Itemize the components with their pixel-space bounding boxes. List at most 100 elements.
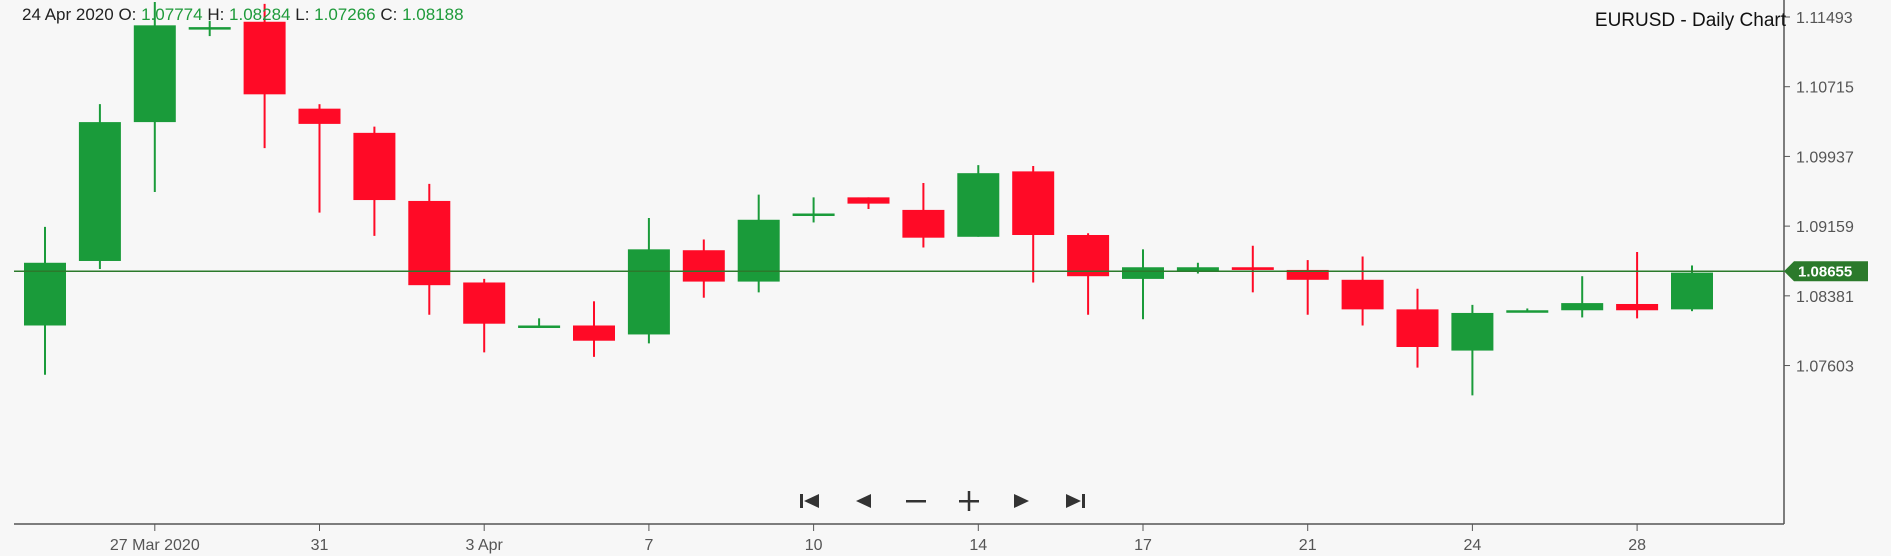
ohlc-readout: 24 Apr 2020 O: 1.07774 H: 1.08284 L: 1.0…	[22, 5, 464, 25]
candle-body	[1122, 267, 1164, 279]
y-tick-label: 1.09937	[1796, 149, 1854, 166]
x-tick-label: 27 Mar 2020	[110, 537, 200, 554]
x-tick-label: 3 Apr	[466, 537, 504, 554]
low-value: 1.07266	[314, 5, 376, 24]
candle	[902, 183, 945, 248]
last-icon	[1066, 494, 1085, 508]
zoom-in-button[interactable]	[954, 486, 984, 516]
candle	[737, 194, 780, 293]
candle-body	[1231, 267, 1274, 270]
candle	[1341, 256, 1384, 326]
candle-body	[24, 262, 66, 326]
candle	[1396, 288, 1439, 368]
close-value: 1.08188	[402, 5, 464, 24]
open-label: O:	[118, 5, 137, 24]
first-icon	[800, 494, 819, 508]
candle	[353, 126, 396, 236]
candle	[1067, 233, 1110, 315]
candle	[682, 239, 725, 298]
candle	[1286, 260, 1329, 315]
x-tick-label: 17	[1134, 537, 1152, 554]
candle-body	[1286, 269, 1329, 280]
x-tick-label: 10	[805, 537, 823, 554]
current-price-label: 1.08655	[1798, 263, 1852, 280]
candle-body	[847, 197, 890, 204]
candle	[408, 183, 451, 315]
candle-body	[1561, 303, 1604, 311]
axes	[14, 0, 1785, 525]
candle-body	[1616, 303, 1659, 311]
chart-navigation	[795, 486, 1090, 516]
prev-button[interactable]	[848, 486, 878, 516]
candle	[463, 278, 506, 353]
open-value: 1.07774	[141, 5, 203, 24]
last-button[interactable]	[1060, 486, 1090, 516]
candle-body	[682, 250, 725, 282]
candle	[573, 301, 615, 357]
candle-body	[1396, 309, 1439, 347]
y-tick-label: 1.11493	[1796, 10, 1853, 27]
candle-body	[408, 200, 451, 286]
chart-title: EURUSD - Daily Chart	[1594, 10, 1786, 31]
candle-body	[1012, 171, 1055, 235]
candle-body	[1176, 267, 1219, 271]
candle	[1616, 252, 1659, 319]
x-tick-label: 24	[1464, 537, 1482, 554]
candle-body	[353, 132, 396, 201]
x-axis-ticks: 27 Mar 2020 31 3 Apr 7 10 14 17 21 24 28	[110, 524, 1646, 554]
candle-body	[133, 25, 176, 123]
candle-body	[463, 282, 506, 324]
candle	[1671, 265, 1713, 312]
candle-body	[298, 108, 341, 124]
zoom-in-icon	[959, 491, 979, 511]
candle	[1122, 249, 1164, 320]
candle	[133, 2, 176, 192]
candle	[847, 197, 890, 210]
candle	[298, 104, 341, 213]
next-icon	[1014, 494, 1029, 508]
candle-body	[902, 209, 945, 238]
x-tick-label: 21	[1299, 537, 1317, 554]
candle	[243, 3, 286, 149]
low-label: L:	[295, 5, 310, 24]
candle-body	[518, 325, 561, 328]
candle-body	[957, 173, 1000, 237]
candle	[957, 165, 1000, 237]
candle-body	[627, 249, 670, 335]
candle	[792, 197, 835, 223]
x-tick-label: 7	[644, 537, 653, 554]
high-value: 1.08284	[229, 5, 291, 24]
candle	[24, 226, 66, 375]
candle-body	[792, 213, 835, 216]
prev-icon	[856, 494, 871, 508]
candle-body	[573, 325, 615, 341]
y-tick-label: 1.08381	[1796, 289, 1854, 306]
next-button[interactable]	[1007, 486, 1037, 516]
first-button[interactable]	[795, 486, 825, 516]
y-axis-ticks: 1.11493 1.10715 1.09937 1.09159 1.08381 1.076…	[1784, 10, 1854, 376]
close-label: C:	[380, 5, 398, 24]
candle-body	[78, 122, 121, 261]
y-tick-label: 1.09159	[1796, 219, 1854, 236]
high-label: H:	[207, 5, 225, 24]
candle-body	[1506, 310, 1549, 313]
candle-body	[1671, 272, 1713, 310]
y-tick-label: 1.07603	[1796, 359, 1854, 376]
candle	[1451, 304, 1494, 396]
candle	[1231, 245, 1274, 293]
candle	[1561, 276, 1604, 318]
y-tick-label: 1.10715	[1796, 80, 1854, 97]
candle	[188, 20, 231, 37]
candle-body	[243, 21, 286, 95]
candles	[24, 2, 1713, 396]
candle	[1506, 308, 1549, 313]
zoom-out-button[interactable]	[901, 486, 931, 516]
zoom-out-icon	[906, 500, 926, 503]
candle-body	[188, 27, 231, 30]
x-tick-label: 14	[969, 537, 987, 554]
candle	[518, 318, 561, 328]
candle-body	[1451, 312, 1494, 351]
candle	[1012, 166, 1055, 283]
candle	[78, 104, 121, 270]
